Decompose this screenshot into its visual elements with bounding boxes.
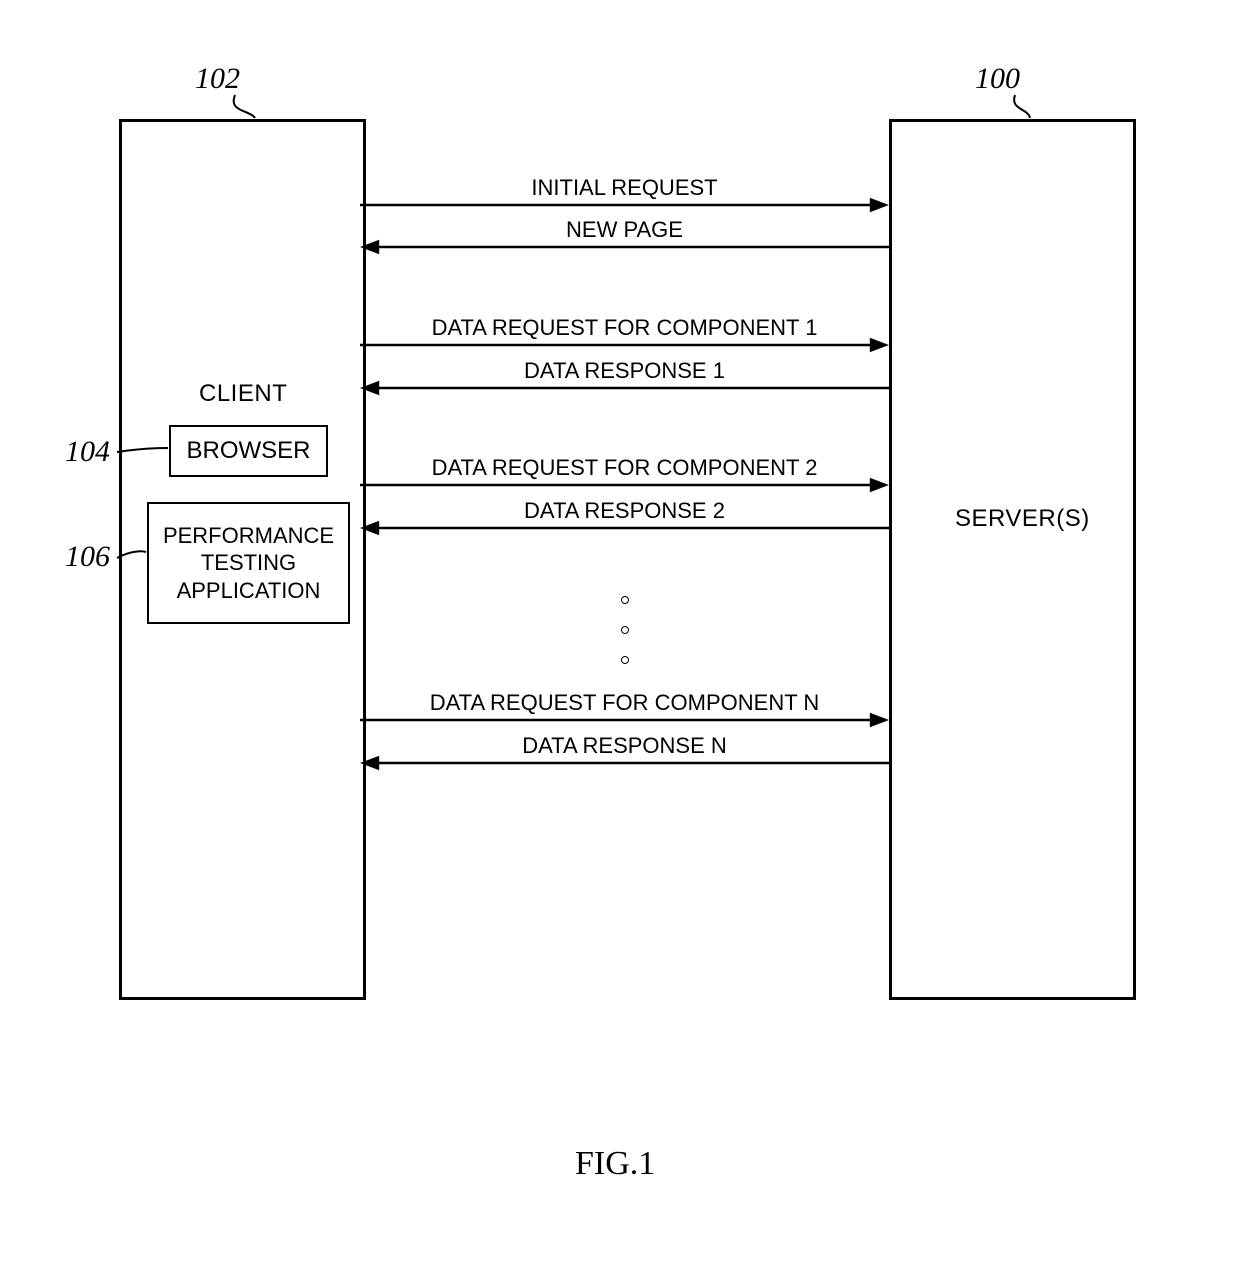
arrow-label-4: DATA REQUEST FOR COMPONENT 2 bbox=[432, 455, 818, 481]
arrow-label-1: NEW PAGE bbox=[566, 217, 683, 243]
diagram-stage: CLIENT SERVER(S) BROWSER PERFORMANCETEST… bbox=[0, 0, 1240, 1279]
server-label: SERVER(S) bbox=[955, 505, 1090, 533]
ref-100: 100 bbox=[975, 62, 1020, 96]
browser-label: BROWSER bbox=[186, 437, 310, 465]
arrow-label-3: DATA RESPONSE 1 bbox=[524, 358, 725, 384]
ref-102: 102 bbox=[195, 62, 240, 96]
server-box bbox=[889, 119, 1136, 1000]
ellipsis-dot bbox=[621, 596, 629, 604]
arrow-label-7: DATA RESPONSE N bbox=[522, 733, 727, 759]
arrow-label-5: DATA RESPONSE 2 bbox=[524, 498, 725, 524]
performance-testing-box: PERFORMANCETESTINGAPPLICATION bbox=[147, 502, 350, 624]
browser-box: BROWSER bbox=[169, 425, 328, 477]
ref-106: 106 bbox=[65, 540, 110, 574]
client-label: CLIENT bbox=[199, 380, 287, 408]
arrow-label-0: INITIAL REQUEST bbox=[531, 175, 717, 201]
ellipsis-dot bbox=[621, 656, 629, 664]
arrow-label-6: DATA REQUEST FOR COMPONENT N bbox=[430, 690, 820, 716]
figure-label: FIG.1 bbox=[575, 1145, 655, 1183]
ref-104: 104 bbox=[65, 435, 110, 469]
performance-testing-label: PERFORMANCETESTINGAPPLICATION bbox=[163, 522, 334, 605]
ellipsis-dot bbox=[621, 626, 629, 634]
arrow-label-2: DATA REQUEST FOR COMPONENT 1 bbox=[432, 315, 818, 341]
